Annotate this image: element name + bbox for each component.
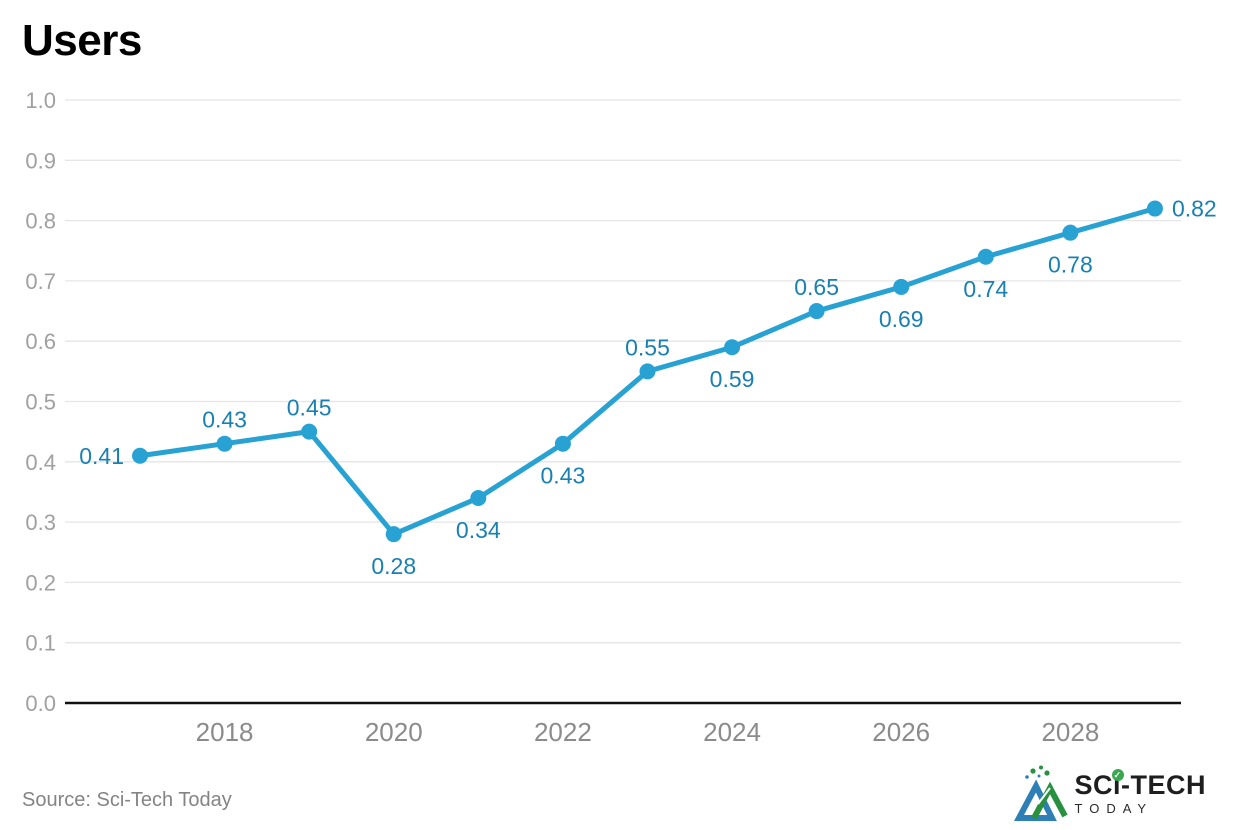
check-icon: ✓ (1111, 768, 1124, 781)
logo-text: SCi-TECH ✓ TODAY (1074, 768, 1207, 816)
sci-tech-today-logo-icon (1013, 765, 1068, 821)
x-tick-label: 2028 (1041, 717, 1099, 747)
data-point-marker (808, 303, 825, 320)
data-point-label: 0.59 (710, 366, 755, 392)
y-tick-label: 0.3 (25, 510, 56, 535)
data-point-marker (554, 435, 571, 452)
data-point-label: 0.55 (625, 334, 670, 360)
data-point-label: 0.78 (1048, 252, 1093, 278)
y-tick-label: 0.9 (25, 148, 56, 173)
data-point-marker (1062, 224, 1079, 241)
y-tick-label: 0.2 (25, 570, 56, 595)
data-point-label: 0.43 (202, 407, 247, 433)
data-point-marker (132, 447, 148, 464)
data-point-marker (977, 248, 994, 265)
data-point-label: 0.43 (541, 463, 586, 489)
data-point-label: 0.69 (879, 306, 924, 332)
logo-title: SCi-TECH ✓ (1074, 768, 1206, 800)
data-point-label: 0.45 (287, 395, 332, 421)
data-point-marker (385, 526, 402, 543)
x-tick-label: 2026 (872, 717, 930, 747)
data-point-marker (301, 423, 318, 440)
data-point-label: 0.74 (963, 276, 1008, 302)
data-point-label: 0.82 (1172, 196, 1217, 222)
data-point-label: 0.28 (371, 553, 416, 579)
data-point-marker (470, 489, 487, 506)
data-point-label: 0.41 (79, 443, 124, 469)
y-tick-label: 1.0 (25, 88, 56, 113)
x-tick-label: 2022 (534, 717, 592, 747)
y-tick-label: 0.6 (25, 329, 56, 354)
x-tick-label: 2024 (703, 717, 761, 747)
sci-tech-today-logo: SCi-TECH ✓ TODAY (1013, 764, 1207, 822)
x-tick-label: 2020 (365, 717, 423, 747)
data-point-marker (639, 363, 656, 380)
y-tick-label: 0.0 (25, 691, 56, 716)
y-tick-label: 0.8 (25, 209, 56, 234)
y-tick-label: 0.4 (25, 450, 56, 475)
page-title: Users (22, 16, 142, 65)
y-tick-label: 0.7 (25, 269, 56, 294)
logo-subtitle: TODAY (1074, 800, 1154, 816)
data-point-marker (216, 435, 233, 452)
x-tick-label: 2018 (196, 717, 254, 747)
data-point-marker (893, 278, 910, 295)
y-tick-label: 0.1 (25, 631, 56, 656)
data-point-label: 0.34 (456, 517, 501, 543)
y-tick-label: 0.5 (25, 390, 56, 415)
source-note: Source: Sci-Tech Today (22, 789, 232, 811)
data-point-marker (724, 339, 741, 356)
data-point-marker (1146, 200, 1163, 217)
data-point-label: 0.65 (794, 274, 839, 300)
